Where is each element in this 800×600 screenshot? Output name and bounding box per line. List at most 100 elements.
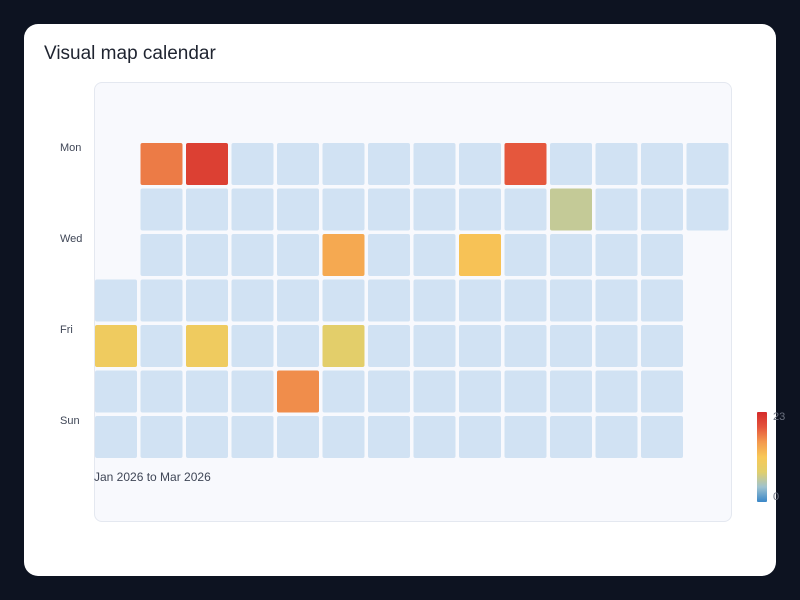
calendar-cell-2026-03-03[interactable] — [504, 188, 547, 231]
calendar-cell-2026-02-28[interactable] — [459, 370, 501, 413]
calendar-cell-2026-01-22[interactable] — [231, 279, 274, 322]
calendar-cell-2026-03-04[interactable] — [504, 234, 547, 276]
calendar-cell-2026-03-05[interactable] — [504, 279, 547, 322]
calendar-cell-2026-03-02[interactable] — [504, 143, 547, 185]
calendar-cell-2026-01-31[interactable] — [277, 370, 319, 413]
calendar-cell-2026-01-29[interactable] — [277, 279, 319, 322]
calendar-cell-2026-03-29[interactable] — [641, 416, 683, 458]
calendar-cell-2026-01-01[interactable] — [95, 279, 137, 322]
calendar-cell-2026-01-07[interactable] — [140, 234, 183, 276]
calendar-cell-2026-03-16[interactable] — [595, 143, 638, 185]
calendar-cell-2026-01-06[interactable] — [140, 188, 183, 231]
calendar-cell-2026-01-02[interactable] — [95, 325, 137, 367]
calendar-cell-2026-01-30[interactable] — [277, 325, 319, 367]
date-range-label: Jan 2026 to Mar 2026 — [94, 470, 211, 484]
calendar-cell-2026-03-28[interactable] — [641, 370, 683, 413]
calendar-cell-2026-02-24[interactable] — [459, 188, 501, 231]
calendar-cell-2026-02-09[interactable] — [368, 143, 410, 185]
visual-map-max-label: 23 — [773, 411, 785, 423]
calendar-cell-2026-01-16[interactable] — [186, 325, 228, 367]
calendar-cell-2026-01-15[interactable] — [186, 279, 228, 322]
calendar-cell-2026-01-21[interactable] — [231, 234, 274, 276]
calendar-cell-2026-03-12[interactable] — [550, 279, 592, 322]
calendar-cell-2026-01-23[interactable] — [231, 325, 274, 367]
visual-map-gradient-bar[interactable] — [757, 412, 767, 502]
calendar-cell-2026-03-26[interactable] — [641, 279, 683, 322]
calendar-cell-2026-02-13[interactable] — [368, 325, 410, 367]
calendar-cell-2026-01-14[interactable] — [186, 234, 228, 276]
calendar-cell-2026-03-23[interactable] — [641, 143, 683, 185]
calendar-cell-2026-02-16[interactable] — [413, 143, 456, 185]
day-label-mon: Mon — [60, 142, 81, 154]
calendar-cell-2026-01-05[interactable] — [140, 143, 183, 185]
calendar-cell-2026-01-28[interactable] — [277, 234, 319, 276]
calendar-cell-2026-03-30[interactable] — [686, 143, 729, 185]
calendar-cell-2026-02-14[interactable] — [368, 370, 410, 413]
calendar-cell-2026-03-13[interactable] — [550, 325, 592, 367]
calendar-cell-2026-01-13[interactable] — [186, 188, 228, 231]
calendar-cell-2026-01-03[interactable] — [95, 370, 137, 413]
calendar-cell-2026-01-27[interactable] — [277, 188, 319, 231]
calendar-cell-2026-01-18[interactable] — [186, 416, 228, 458]
calendar-cell-2026-02-23[interactable] — [459, 143, 501, 185]
calendar-cell-2026-03-21[interactable] — [595, 370, 638, 413]
visual-map-min-label: 0 — [773, 491, 779, 503]
calendar-cell-2026-02-05[interactable] — [322, 279, 365, 322]
calendar-cell-2026-02-12[interactable] — [368, 279, 410, 322]
calendar-cell-2026-02-02[interactable] — [322, 143, 365, 185]
calendar-cell-2026-02-18[interactable] — [413, 234, 456, 276]
calendar-cell-2026-03-22[interactable] — [595, 416, 638, 458]
calendar-cell-2026-01-25[interactable] — [231, 416, 274, 458]
calendar-cell-2026-02-26[interactable] — [459, 279, 501, 322]
calendar-cell-2026-03-01[interactable] — [459, 416, 501, 458]
calendar-cell-2026-01-26[interactable] — [277, 143, 319, 185]
calendar-cell-2026-02-25[interactable] — [459, 234, 501, 276]
calendar-cell-2026-02-21[interactable] — [413, 370, 456, 413]
calendar-cell-2026-02-22[interactable] — [413, 416, 456, 458]
calendar-cell-2026-03-31[interactable] — [686, 188, 729, 231]
calendar-cell-2026-03-11[interactable] — [550, 234, 592, 276]
calendar-cell-2026-03-06[interactable] — [504, 325, 547, 367]
calendar-cell-2026-02-03[interactable] — [322, 188, 365, 231]
calendar-cell-2026-01-09[interactable] — [140, 325, 183, 367]
calendar-cell-2026-02-06[interactable] — [322, 325, 365, 367]
calendar-cell-2026-02-07[interactable] — [322, 370, 365, 413]
calendar-cell-2026-03-19[interactable] — [595, 279, 638, 322]
calendar-cell-2026-01-19[interactable] — [231, 143, 274, 185]
calendar-cell-2026-02-27[interactable] — [459, 325, 501, 367]
calendar-cell-2026-01-08[interactable] — [140, 279, 183, 322]
calendar-cell-2026-01-10[interactable] — [140, 370, 183, 413]
day-label-fri: Fri — [60, 324, 73, 336]
calendar-cell-2026-02-20[interactable] — [413, 325, 456, 367]
visual-map-legend[interactable]: 23 0 — [757, 411, 785, 503]
calendar-cell-2026-02-10[interactable] — [368, 188, 410, 231]
calendar-cell-2026-02-04[interactable] — [322, 234, 365, 276]
calendar-cell-2026-03-20[interactable] — [595, 325, 638, 367]
calendar-cell-2026-01-20[interactable] — [231, 188, 274, 231]
calendar-cell-2026-01-11[interactable] — [140, 416, 183, 458]
calendar-cell-2026-03-09[interactable] — [550, 143, 592, 185]
calendar-cell-2026-03-18[interactable] — [595, 234, 638, 276]
calendar-cell-2026-03-14[interactable] — [550, 370, 592, 413]
calendar-cell-2026-03-07[interactable] — [504, 370, 547, 413]
calendar-cell-2026-01-24[interactable] — [231, 370, 274, 413]
calendar-cell-2026-02-15[interactable] — [368, 416, 410, 458]
calendar-cell-2026-01-04[interactable] — [95, 416, 137, 458]
calendar-cell-2026-03-25[interactable] — [641, 234, 683, 276]
calendar-cell-2026-03-27[interactable] — [641, 325, 683, 367]
calendar-cell-2026-01-17[interactable] — [186, 370, 228, 413]
calendar-cell-2026-01-12[interactable] — [186, 143, 228, 185]
calendar-cell-2026-03-10[interactable] — [550, 188, 592, 231]
chart-title: Visual map calendar — [44, 43, 216, 64]
calendar-cell-2026-03-17[interactable] — [595, 188, 638, 231]
calendar-cell-2026-03-15[interactable] — [550, 416, 592, 458]
calendar-cell-2026-03-24[interactable] — [641, 188, 683, 231]
calendar-cell-2026-02-01[interactable] — [277, 416, 319, 458]
calendar-cell-2026-02-08[interactable] — [322, 416, 365, 458]
calendar-cell-2026-02-19[interactable] — [413, 279, 456, 322]
day-label-wed: Wed — [60, 233, 82, 245]
calendar-cell-2026-02-11[interactable] — [368, 234, 410, 276]
calendar-cell-2026-03-08[interactable] — [504, 416, 547, 458]
calendar-cell-2026-02-17[interactable] — [413, 188, 456, 231]
